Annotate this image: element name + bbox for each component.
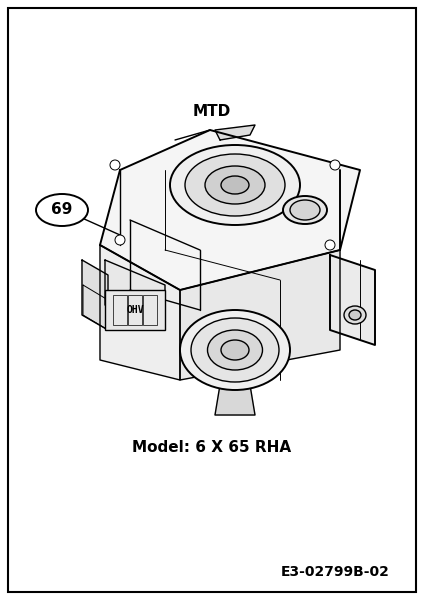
Circle shape	[325, 240, 335, 250]
Polygon shape	[100, 130, 360, 290]
Ellipse shape	[221, 340, 249, 360]
Polygon shape	[215, 125, 255, 140]
Polygon shape	[83, 285, 108, 330]
Ellipse shape	[290, 200, 320, 220]
Ellipse shape	[283, 196, 327, 224]
Text: 69: 69	[51, 202, 73, 217]
Polygon shape	[185, 197, 230, 205]
Ellipse shape	[221, 176, 249, 194]
Ellipse shape	[170, 145, 300, 225]
Polygon shape	[180, 250, 340, 380]
Ellipse shape	[36, 194, 88, 226]
Circle shape	[330, 160, 340, 170]
Text: Model: 6 X 65 RHA: Model: 6 X 65 RHA	[132, 440, 292, 455]
Bar	[128, 295, 142, 325]
Text: E3-02799B-02: E3-02799B-02	[281, 565, 390, 579]
Ellipse shape	[344, 306, 366, 324]
Circle shape	[110, 160, 120, 170]
Text: OHV: OHV	[126, 305, 144, 315]
Polygon shape	[100, 245, 180, 380]
Ellipse shape	[185, 154, 285, 216]
Ellipse shape	[205, 166, 265, 204]
Polygon shape	[185, 173, 230, 181]
Ellipse shape	[207, 330, 262, 370]
Circle shape	[115, 235, 125, 245]
Polygon shape	[185, 181, 230, 189]
Ellipse shape	[349, 310, 361, 320]
Polygon shape	[105, 260, 165, 330]
Polygon shape	[82, 260, 108, 330]
Polygon shape	[185, 189, 230, 197]
Polygon shape	[215, 385, 255, 415]
Ellipse shape	[191, 318, 279, 382]
Ellipse shape	[180, 310, 290, 390]
Polygon shape	[330, 255, 375, 345]
Text: MTD: MTD	[193, 104, 231, 119]
Bar	[113, 295, 127, 325]
Bar	[143, 295, 157, 325]
Bar	[105, 290, 165, 330]
